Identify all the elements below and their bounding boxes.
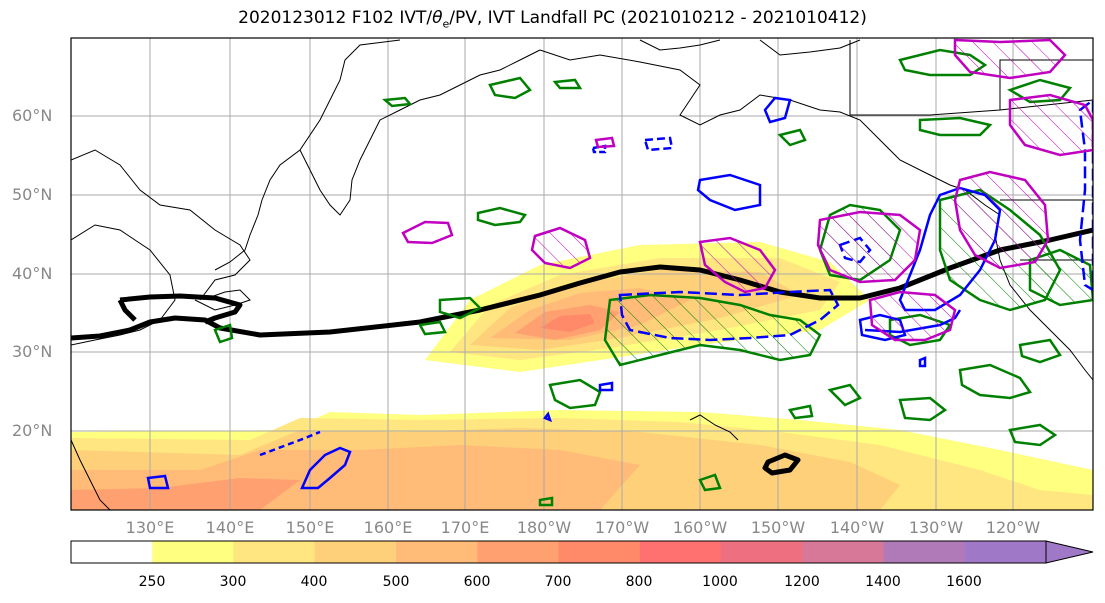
lon-label: 160°E [363, 518, 413, 537]
lon-label: 130°E [125, 518, 175, 537]
lon-label: 140°E [205, 518, 255, 537]
colorbar-tick: 1200 [784, 574, 820, 590]
colorbar-cell [396, 541, 478, 563]
lon-label: 180°W [516, 518, 572, 537]
colorbar-cell [964, 541, 1047, 563]
colorbar [70, 540, 1094, 564]
lat-label: 50°N [12, 185, 53, 204]
map-title: 2020123012 F102 IVT/θe/PV, IVT Landfall … [238, 8, 867, 31]
lon-label: 130°W [908, 518, 964, 537]
lon-label: 170°W [594, 518, 650, 537]
lon-label: 150°E [285, 518, 335, 537]
colorbar-cell [71, 541, 153, 563]
lon-label: 170°E [440, 518, 490, 537]
pc-black-contours [71, 227, 1093, 476]
colorbar-cell [477, 541, 559, 563]
colorbar-tick: 1600 [946, 574, 982, 590]
map-frame [70, 37, 1094, 511]
colorbar-cell [721, 541, 803, 563]
colorbar-tick: 1400 [865, 574, 901, 590]
lon-label: 140°W [829, 518, 885, 537]
lon-label: 150°W [750, 518, 806, 537]
colorbar-tick: 300 [219, 574, 247, 590]
colorbar-cell [639, 541, 722, 563]
colorbar-cell [314, 541, 397, 563]
colorbar-tick: 600 [463, 574, 491, 590]
lon-label: 120°W [985, 518, 1041, 537]
colorbar-cell [883, 541, 966, 563]
colorbar-tick: 250 [138, 574, 166, 590]
colorbar-cell [152, 541, 234, 563]
lat-label: 60°N [12, 106, 53, 125]
colorbar-cell [558, 541, 641, 563]
pv-magenta-contours [401, 38, 1093, 342]
colorbar-tick: 700 [544, 574, 572, 590]
colorbar-tick: 500 [382, 574, 410, 590]
colorbar-tick: 400 [300, 574, 328, 590]
lat-label: 30°N [12, 342, 53, 361]
colorbar-cell [233, 541, 316, 563]
lon-label: 160°W [672, 518, 728, 537]
colorbar-tick: 1000 [702, 574, 738, 590]
colorbar-tick: 800 [625, 574, 653, 590]
colorbar-cell [802, 541, 884, 563]
lat-label: 20°N [12, 421, 53, 440]
lat-label: 40°N [12, 264, 53, 283]
